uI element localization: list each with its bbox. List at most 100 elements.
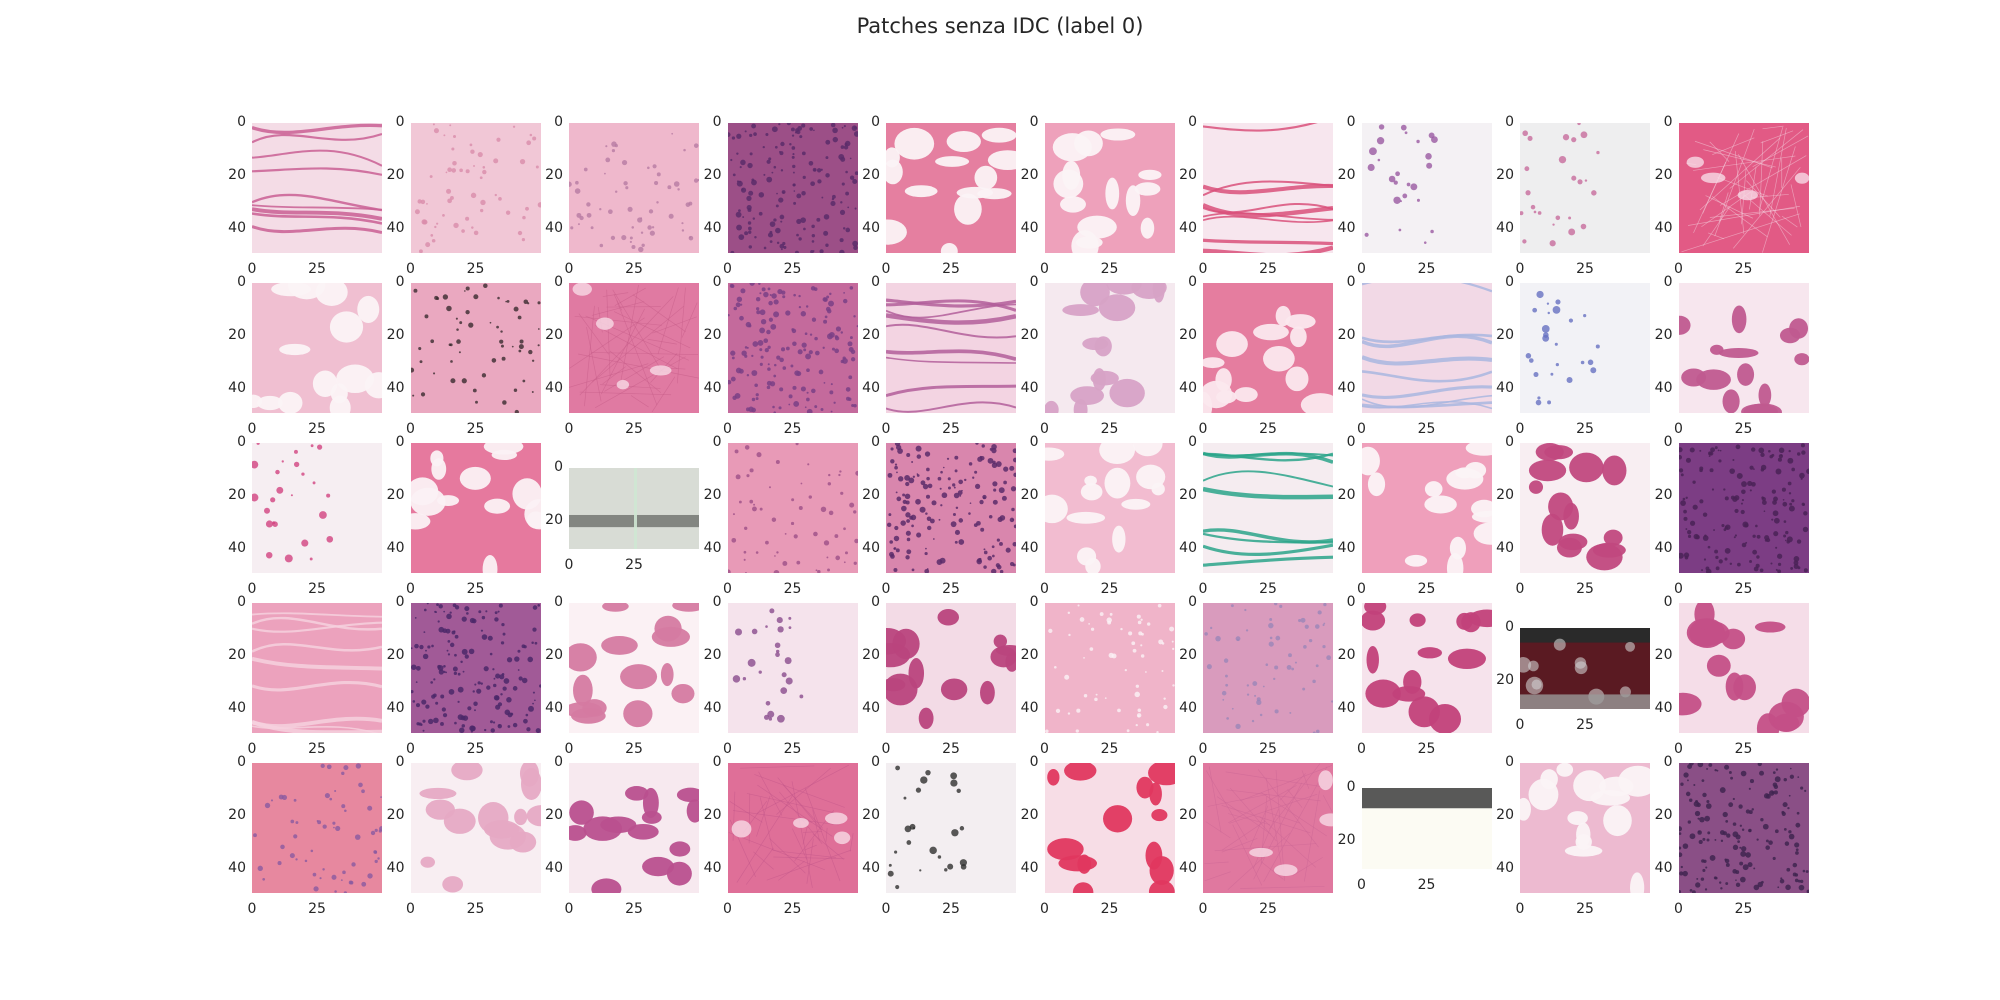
y-tick-label: 0 [1346, 779, 1356, 795]
tissue-patch-image [1044, 123, 1175, 253]
y-tick-label: 40 [1496, 380, 1514, 396]
x-tick-label: 25 [1259, 421, 1277, 437]
y-tick-label: 40 [228, 860, 246, 876]
y-tick-label: 0 [871, 114, 880, 130]
x-tick-label: 25 [1734, 581, 1753, 597]
x-tick-label: 25 [625, 901, 643, 917]
y-tick-label: 40 [386, 700, 405, 716]
y-tick-label: 20 [386, 487, 405, 503]
x-tick-label: 0 [881, 421, 891, 437]
x-tick-label: 25 [466, 741, 485, 757]
y-tick-label: 40 [1020, 860, 1039, 876]
x-tick-label: 0 [247, 421, 257, 437]
y-tick-label: 0 [1505, 114, 1514, 130]
x-tick-label: 25 [942, 741, 960, 757]
y-tick-label: 40 [386, 540, 405, 556]
y-tick-label: 20 [703, 327, 722, 343]
y-tick-label: 20 [545, 167, 563, 183]
y-tick-label: 0 [237, 594, 246, 610]
x-tick-label: 25 [942, 261, 960, 277]
x-tick-label: 0 [723, 901, 732, 917]
x-tick-label: 0 [1674, 261, 1683, 277]
x-tick-label: 0 [1040, 261, 1049, 277]
y-tick-label: 40 [545, 220, 563, 236]
tissue-patch-image [886, 603, 1016, 733]
x-tick-label: 0 [1515, 421, 1525, 437]
x-tick-label: 25 [466, 421, 485, 437]
y-tick-label: 0 [712, 594, 722, 610]
tissue-patch-image [727, 123, 858, 253]
x-tick-label: 0 [1674, 581, 1683, 597]
tissue-patch-image [410, 283, 541, 413]
x-tick-label: 0 [723, 421, 732, 437]
y-tick-label: 20 [1496, 672, 1514, 688]
y-tick-label: 20 [1654, 807, 1673, 823]
tissue-patch-image [727, 603, 858, 733]
y-tick-label: 20 [1337, 327, 1356, 343]
y-tick-label: 0 [395, 274, 405, 290]
x-tick-label: 0 [1357, 877, 1366, 893]
y-tick-label: 20 [545, 807, 563, 823]
tissue-patch-image [1203, 123, 1333, 253]
x-tick-label: 25 [942, 421, 960, 437]
y-tick-label: 40 [1179, 860, 1197, 876]
tissue-patch-image [1361, 123, 1492, 253]
y-tick-label: 0 [554, 459, 563, 475]
y-tick-label: 40 [545, 860, 563, 876]
x-tick-label: 25 [783, 261, 802, 277]
tissue-patch-image [1678, 603, 1809, 733]
y-tick-label: 40 [1496, 540, 1514, 556]
tissue-patch-image [410, 123, 541, 253]
y-tick-label: 20 [1337, 487, 1356, 503]
x-tick-label: 25 [308, 901, 326, 917]
y-tick-label: 40 [228, 380, 246, 396]
x-tick-label: 25 [1734, 901, 1753, 917]
x-tick-label: 0 [247, 261, 257, 277]
tissue-patch-image [252, 283, 382, 413]
x-tick-label: 25 [1417, 581, 1436, 597]
y-tick-label: 40 [862, 700, 880, 716]
figure-title: Patches senza IDC (label 0) [856, 14, 1144, 38]
y-tick-label: 20 [545, 512, 563, 528]
x-tick-label: 0 [1198, 261, 1208, 277]
tissue-patch-image [410, 603, 541, 733]
y-tick-label: 40 [1654, 380, 1673, 396]
x-tick-label: 0 [564, 421, 574, 437]
y-tick-label: 0 [237, 434, 246, 450]
tissue-patch-image [410, 443, 541, 573]
y-tick-label: 0 [554, 754, 563, 770]
x-tick-label: 25 [1259, 581, 1277, 597]
x-tick-label: 0 [881, 581, 891, 597]
tissue-patch-image [886, 283, 1016, 413]
y-tick-label: 20 [1496, 807, 1514, 823]
y-tick-label: 20 [1020, 807, 1039, 823]
tissue-patch-image [252, 763, 382, 893]
x-tick-label: 25 [625, 261, 643, 277]
y-tick-label: 40 [1496, 220, 1514, 236]
x-tick-label: 0 [564, 901, 574, 917]
tissue-patch-image [569, 603, 699, 733]
y-tick-label: 40 [1337, 220, 1356, 236]
x-tick-label: 25 [625, 421, 643, 437]
y-tick-label: 20 [386, 647, 405, 663]
y-tick-label: 40 [1654, 540, 1673, 556]
y-tick-label: 0 [395, 114, 405, 130]
y-tick-label: 20 [228, 647, 246, 663]
x-tick-label: 0 [1040, 581, 1049, 597]
tissue-patch-image [1361, 788, 1492, 869]
x-tick-label: 0 [406, 261, 415, 277]
x-tick-label: 25 [466, 901, 485, 917]
y-tick-label: 0 [712, 114, 722, 130]
tissue-patch-image [1520, 283, 1650, 413]
tissue-patch-image [1520, 443, 1650, 573]
x-tick-label: 0 [564, 261, 574, 277]
tissue-patch-image [1520, 123, 1650, 253]
x-tick-label: 0 [1040, 421, 1049, 437]
x-tick-label: 0 [1357, 581, 1366, 597]
x-tick-label: 0 [247, 581, 257, 597]
x-tick-label: 0 [1515, 901, 1525, 917]
x-tick-label: 0 [564, 557, 574, 573]
tissue-patch-image [1520, 628, 1650, 709]
x-tick-label: 0 [723, 581, 732, 597]
tissue-patch-image [569, 283, 699, 413]
